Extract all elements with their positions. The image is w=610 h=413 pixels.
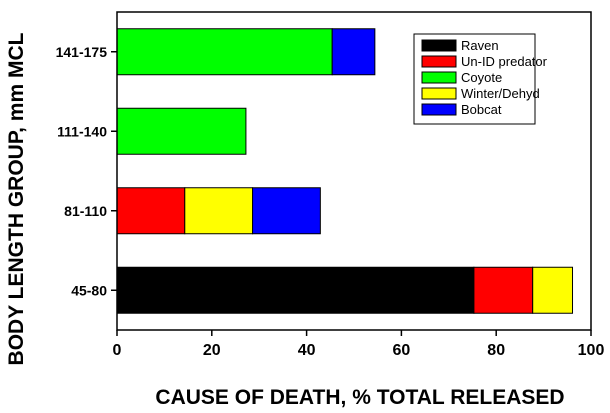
y-tick-label: 141-175 (56, 44, 108, 60)
legend-label: Un-ID predator (461, 54, 548, 69)
bar-coyote-141-175 (116, 28, 333, 76)
bar-bobcat-141-175 (331, 28, 376, 76)
legend-label: Winter/Dehyd (461, 86, 540, 101)
y-tick-label: 111-140 (57, 123, 107, 139)
bar-un-id-predator-45-80 (473, 266, 534, 314)
x-tick-label: 20 (203, 342, 221, 359)
x-tick-label: 80 (487, 342, 505, 359)
y-tick-label: 81-110 (64, 203, 107, 219)
bar-winter-dehyd-81-110 (184, 187, 254, 235)
bar-raven-45-80 (116, 266, 475, 314)
bars-layer (116, 28, 574, 314)
x-tick-label: 100 (578, 342, 605, 359)
bar-coyote-111-140 (116, 107, 247, 155)
legend-label: Coyote (461, 70, 502, 85)
y-tick-label: 45-80 (71, 282, 107, 298)
x-tick-label: 0 (113, 342, 122, 359)
bar-winter-dehyd-45-80 (532, 266, 574, 314)
legend-swatch (421, 39, 457, 52)
legend-swatch (421, 103, 457, 116)
x-tick-label: 60 (393, 342, 411, 359)
legend-label: Bobcat (461, 102, 502, 117)
bar-bobcat-81-110 (252, 187, 321, 235)
x-tick-label: 40 (298, 342, 316, 359)
x-axis: 0 20 40 60 80 100 (113, 330, 605, 359)
legend-swatch (421, 71, 457, 84)
y-axis: 45-80 81-110 111-140 141-175 (56, 44, 117, 298)
legend-swatch (421, 55, 457, 68)
legend-label: Raven (461, 38, 499, 53)
y-axis-title: BODY LENGTH GROUP, mm MCL (5, 32, 28, 365)
bar-un-id-predator-81-110 (116, 187, 186, 235)
plot-frame (116, 11, 592, 331)
x-axis-title: CAUSE OF DEATH, % TOTAL RELEASED (155, 386, 564, 409)
legend-swatch (421, 87, 457, 100)
